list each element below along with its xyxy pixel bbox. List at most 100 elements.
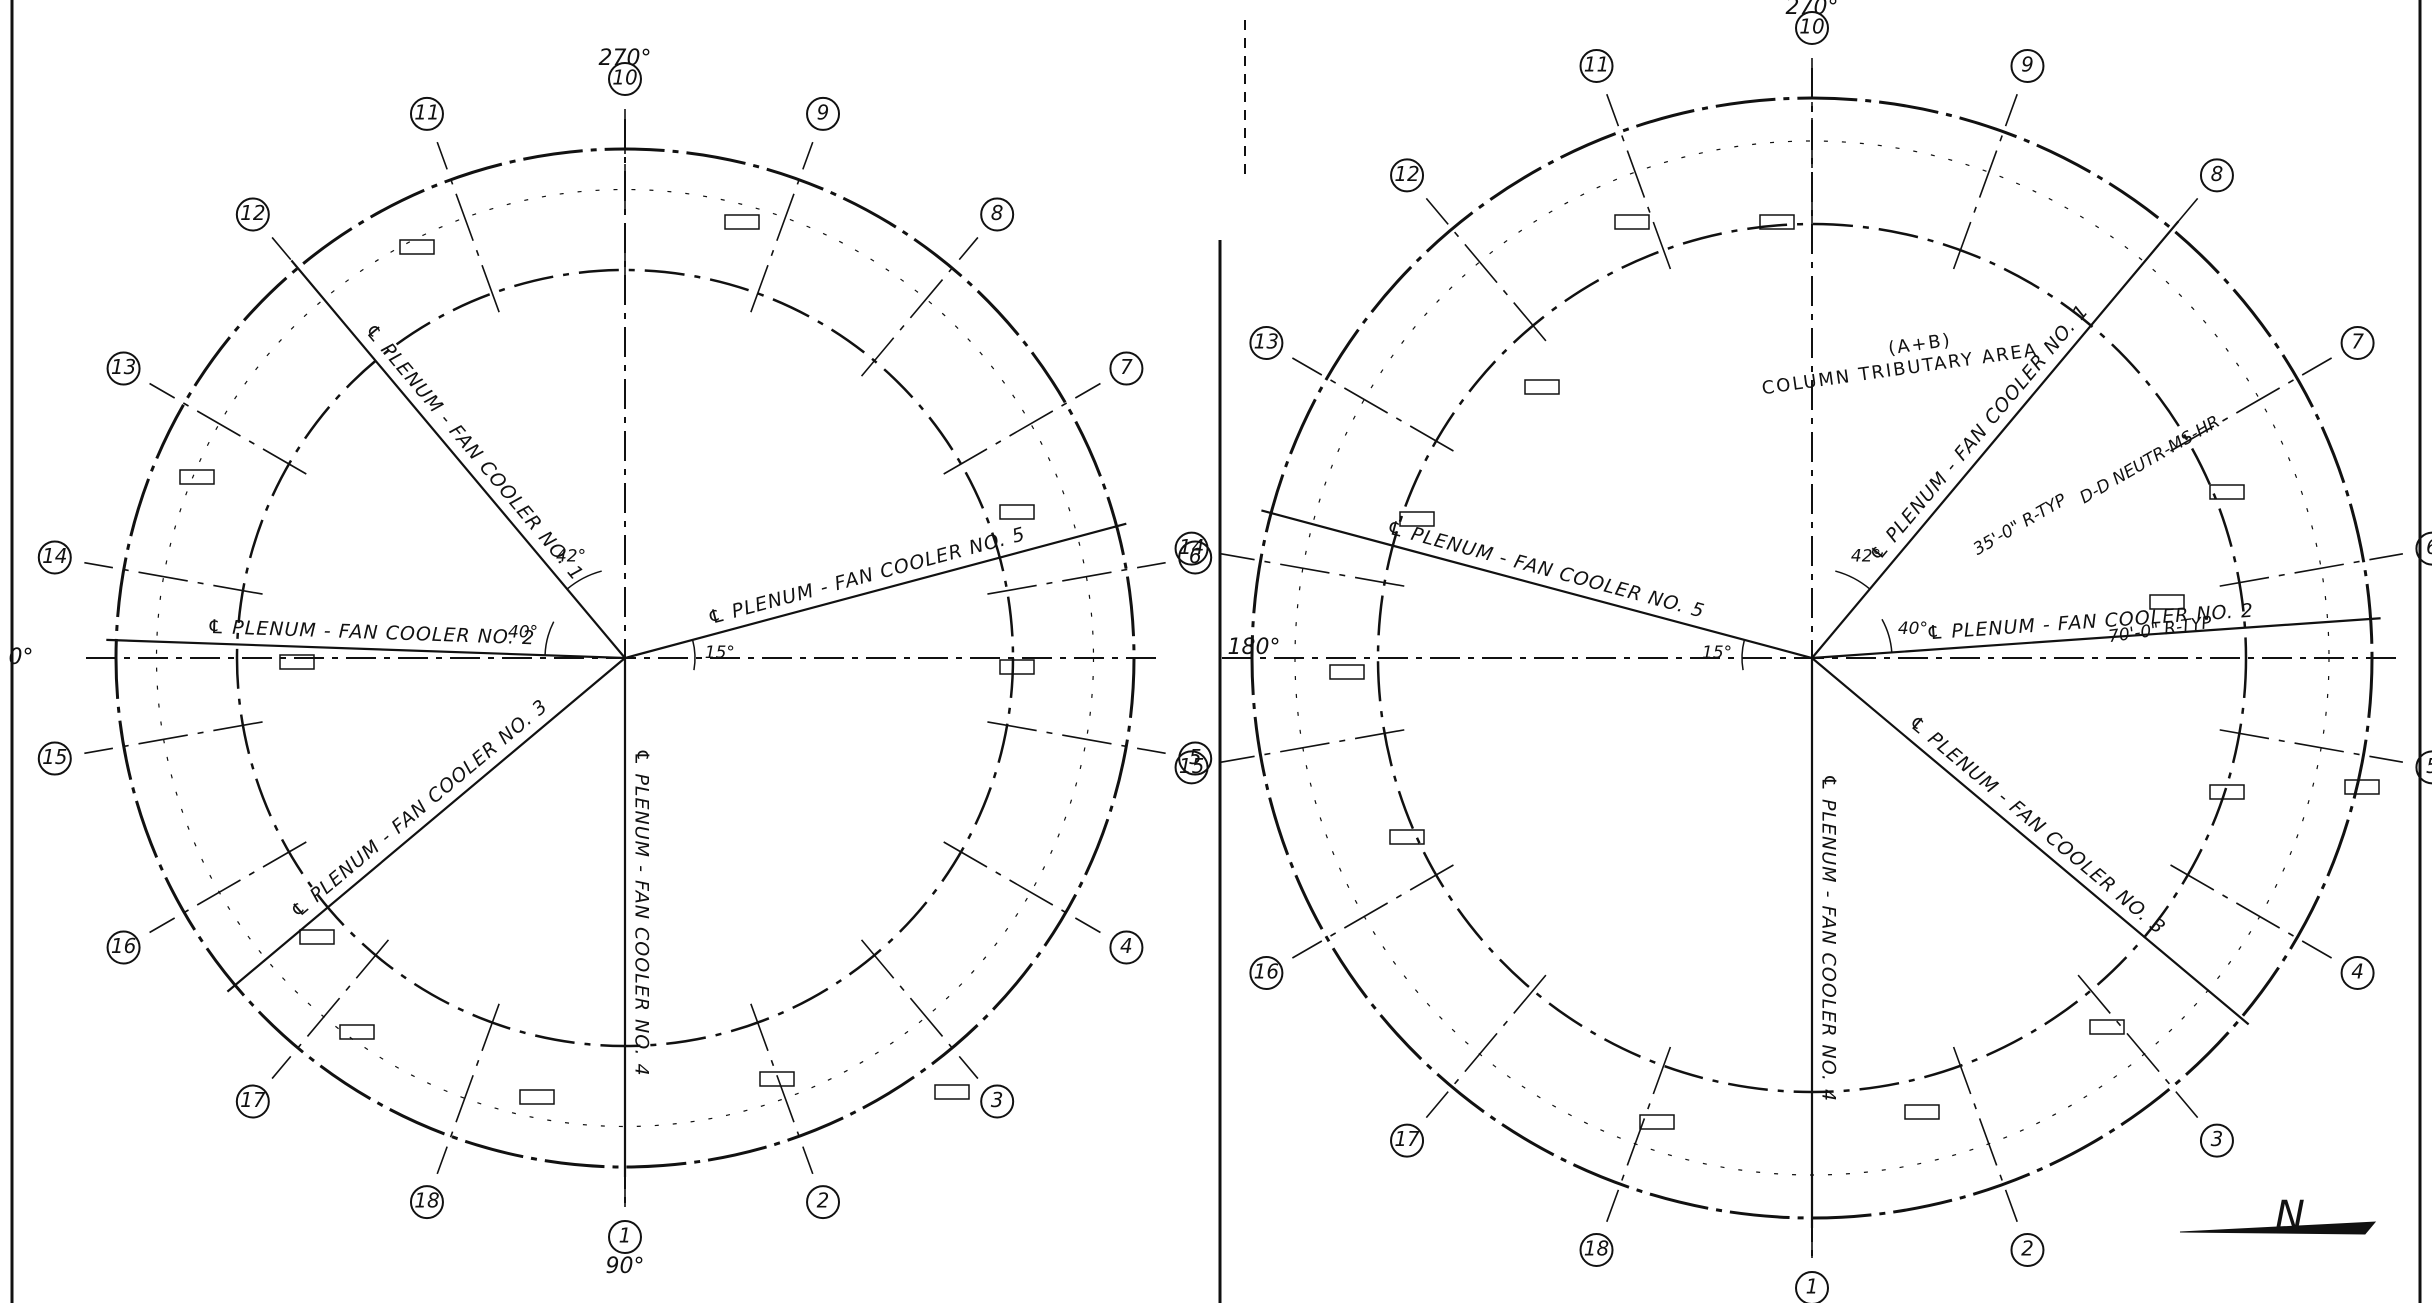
- radius-label: 35'-0" R-TYP: [1970, 490, 2071, 560]
- tag-box: [299, 929, 335, 945]
- column-line: [860, 939, 979, 1080]
- column-label: 17: [240, 1088, 266, 1112]
- tag-box: [1639, 1114, 1675, 1130]
- degree-label: 270°: [1786, 0, 1839, 20]
- tag-box: [1399, 511, 1435, 527]
- column-label: 18: [1584, 1237, 1609, 1261]
- tag-box: [1759, 214, 1795, 230]
- column-label: 4: [1120, 934, 1133, 958]
- cooler-line: [1261, 509, 1813, 660]
- angle-label: 42°: [556, 546, 586, 566]
- column-line: [1220, 553, 1405, 587]
- column-label: 2: [2021, 1237, 2034, 1261]
- angle-label: 42°: [1851, 546, 1881, 566]
- column-label: 12: [1394, 162, 1419, 186]
- column-bubble: [1795, 11, 1829, 45]
- angle-arc: [544, 621, 555, 656]
- angle-arc: [566, 570, 602, 590]
- tag-box: [999, 504, 1035, 520]
- column-label: 16: [1254, 960, 1279, 984]
- column-bubble: [1109, 351, 1144, 386]
- column-line: [1425, 197, 1547, 342]
- column-bubble: [2010, 1233, 2045, 1268]
- column-label: 11: [1584, 52, 1609, 76]
- column-bubble: [409, 1185, 444, 1220]
- radius-label: D-D NEUTR-MS-HR: [2077, 412, 2224, 508]
- column-bubble: [806, 96, 841, 131]
- column-bubble: [1109, 930, 1144, 965]
- column-bubble: [608, 1220, 642, 1254]
- column-label: 15: [1179, 754, 1204, 778]
- column-line: [1606, 1046, 1672, 1223]
- column-line: [436, 1003, 500, 1175]
- angle-label: 40°: [508, 623, 538, 643]
- degree-label: 180°: [1228, 635, 1281, 660]
- column-label: 10: [1799, 15, 1824, 39]
- column-line: [2219, 553, 2404, 587]
- column-bubble: [235, 1084, 270, 1119]
- frame: [10, 0, 2422, 1303]
- column-bubble: [1579, 48, 1614, 83]
- cooler-line: [290, 259, 626, 659]
- degree-label: 270°: [599, 46, 652, 71]
- column-bubble: [1390, 158, 1425, 193]
- column-line: [750, 141, 814, 313]
- tag-box: [2344, 779, 2380, 795]
- degree-label: 90°: [606, 1254, 645, 1279]
- column-label: 1: [1806, 1275, 1819, 1299]
- column-label: 14: [42, 544, 67, 568]
- north-label: N: [2275, 1193, 2305, 1239]
- column-line: [436, 141, 500, 313]
- tag-box: [1329, 664, 1365, 680]
- column-bubble: [1174, 750, 1209, 785]
- column-label: 7: [1120, 355, 1133, 379]
- tag-box: [759, 1071, 795, 1087]
- column-line: [943, 841, 1101, 934]
- column-label: 6: [1189, 544, 1202, 568]
- column-label: 10: [612, 66, 637, 90]
- column-bubble: [2415, 531, 2432, 566]
- column-label: 12: [240, 201, 265, 225]
- cooler-line: [624, 522, 1127, 660]
- column-bubble: [1795, 1271, 1829, 1303]
- column-label: 5: [2426, 754, 2432, 778]
- angle-arc: [1881, 618, 1893, 653]
- column-label: 4: [2351, 960, 2364, 984]
- tag-box: [2089, 1019, 2125, 1035]
- right-plan: 101112131415161718123456789℄ PLENUM - FA…: [1174, 11, 2432, 1303]
- column-bubble: [980, 1084, 1015, 1119]
- north-arrow: [2179, 1221, 2377, 1235]
- tag-box: [999, 659, 1035, 675]
- angle-label: 40°: [1898, 619, 1928, 639]
- column-line: [750, 1003, 814, 1175]
- column-label: 2: [817, 1189, 830, 1213]
- tag-box: [2209, 484, 2245, 500]
- column-line: [1606, 93, 1672, 270]
- column-bubble: [980, 197, 1015, 232]
- degree-label: 0°: [9, 645, 34, 670]
- column-bubble: [2010, 48, 2045, 83]
- column-line: [271, 939, 390, 1080]
- column-bubble: [235, 197, 270, 232]
- column-line: [987, 561, 1166, 595]
- column-line: [84, 721, 263, 755]
- column-label: 16: [111, 934, 136, 958]
- tag-box: [339, 1024, 375, 1040]
- column-label: 3: [2211, 1127, 2224, 1151]
- column-label: 8: [991, 201, 1004, 225]
- column-bubble: [106, 351, 141, 386]
- column-bubble: [806, 1185, 841, 1220]
- tag-box: [399, 239, 435, 255]
- tag-box: [2149, 594, 2185, 610]
- column-label: 7: [2351, 330, 2364, 354]
- cooler-line: [226, 657, 626, 993]
- column-line: [943, 382, 1101, 475]
- column-label: 1: [619, 1224, 632, 1248]
- column-line: [2219, 729, 2404, 763]
- column-label: 3: [991, 1088, 1004, 1112]
- column-line: [860, 236, 979, 377]
- cooler-label: ℄ PLENUM - FAN COOLER NO. 5: [1384, 516, 1707, 622]
